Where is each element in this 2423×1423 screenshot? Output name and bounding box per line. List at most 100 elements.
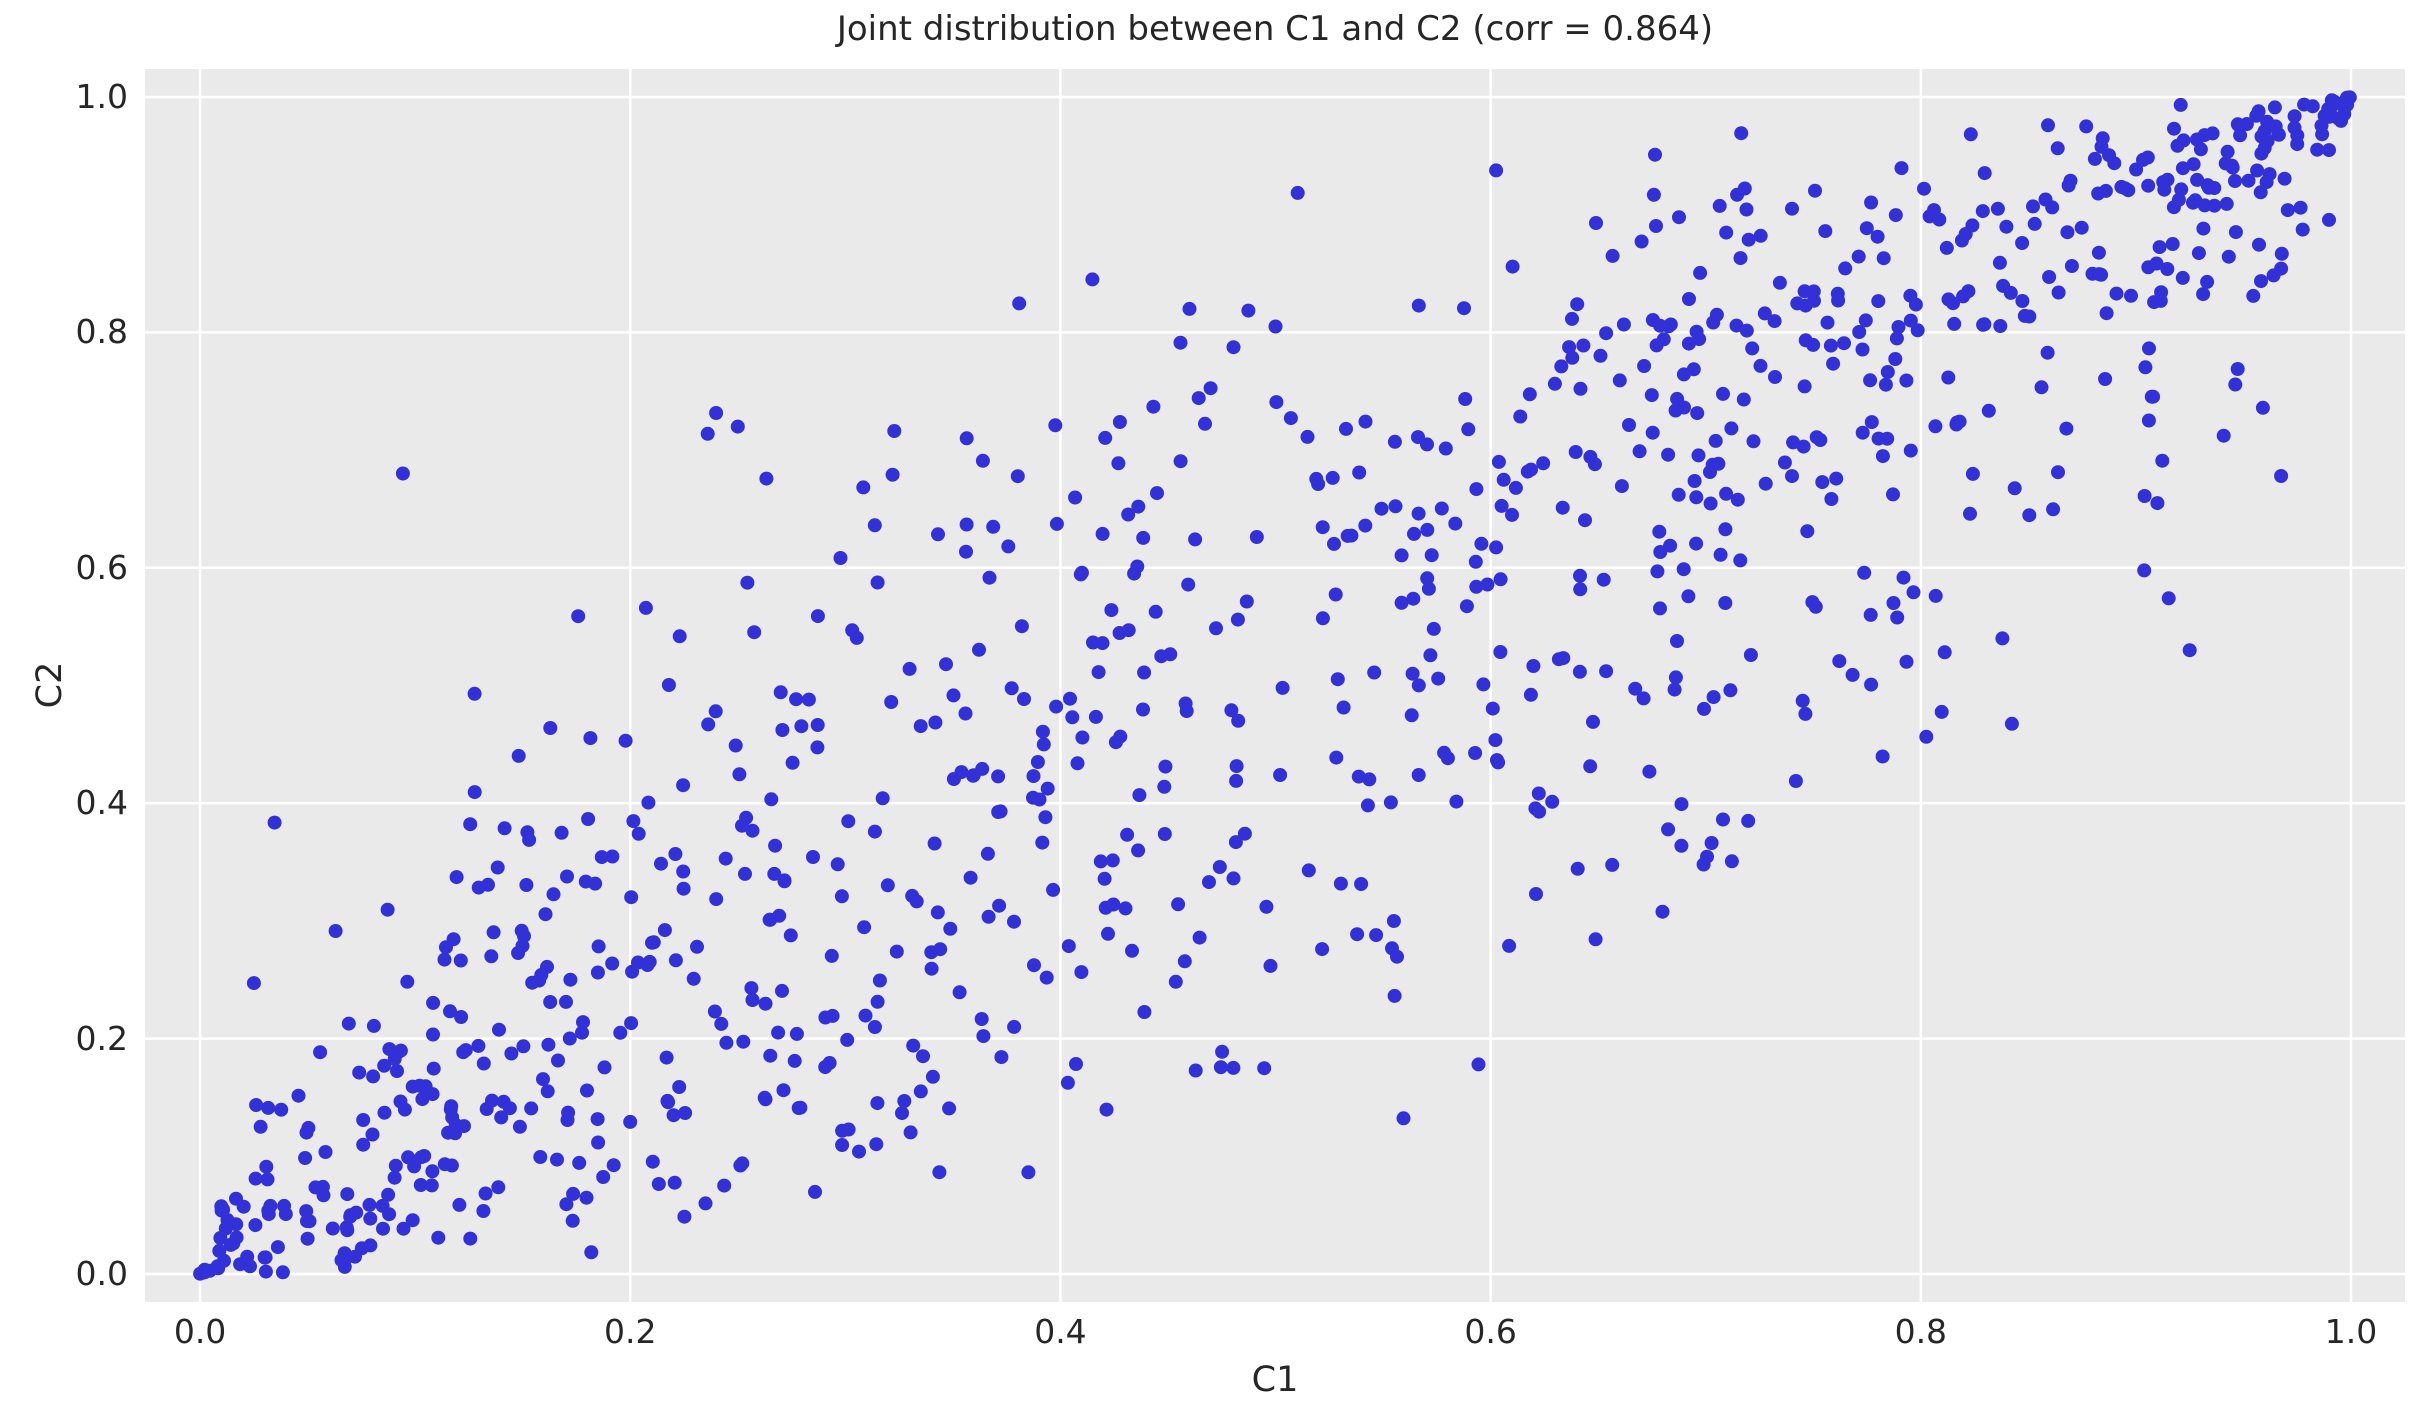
data-point [775,983,789,998]
data-point [1526,659,1541,673]
data-point [1820,315,1835,330]
data-point [810,718,825,732]
data-point [1001,539,1016,554]
data-point [541,1037,556,1052]
data-point [1491,755,1506,770]
data-point [758,996,773,1011]
data-point [1035,835,1050,850]
data-point [660,1093,675,1108]
data-point [2124,288,2138,303]
data-point [732,767,747,782]
data-point [1999,219,2014,234]
data-point [1112,415,1127,429]
data-point [313,1045,328,1060]
data-point [229,1230,244,1245]
data-point [572,1155,587,1170]
data-point [2295,222,2310,237]
data-point [2191,246,2206,261]
data-point [672,629,687,644]
data-point [2060,225,2075,240]
data-point [1656,332,1671,347]
data-point [905,888,920,903]
data-point [2287,120,2302,135]
data-point [467,785,482,800]
data-point [1026,769,1041,784]
y-tick-label: 0.2 [75,1018,128,1058]
data-point [318,1145,333,1159]
data-point [540,1084,555,1099]
data-point [1070,756,1085,771]
data-point [1226,1060,1241,1075]
data-point [1646,187,1661,202]
data-point [1350,927,1365,942]
data-point [605,849,620,864]
data-point [1259,899,1274,914]
x-tick-label: 1.0 [2324,1312,2378,1351]
data-point [624,890,639,905]
data-point [2251,104,2266,119]
data-point [1878,377,1893,392]
data-point [554,825,569,840]
data-point [1328,587,1343,602]
y-tick-label: 0.8 [75,312,128,352]
data-point [1661,447,1676,462]
data-point [511,748,526,763]
data-point [2250,163,2265,178]
data-point [1362,772,1377,787]
data-point [1919,729,1934,744]
data-point [1703,465,1717,479]
data-point [1716,812,1730,827]
data-point [2150,496,2165,511]
data-point [1888,352,1903,366]
data-point [522,832,537,847]
data-point [1411,768,1426,782]
data-point [1910,323,1925,338]
data-point [1528,801,1543,816]
data-point [1928,588,1943,603]
data-point [1158,759,1173,774]
data-point [1173,335,1188,350]
data-point [1017,692,1031,706]
data-point [259,1159,274,1174]
data-point [1852,325,1867,339]
data-point [1937,645,1952,660]
data-point [1493,572,1508,587]
data-point [1101,926,1115,941]
data-point [994,1050,1009,1065]
data-point [1706,690,1721,705]
data-point [596,1170,611,1184]
data-point [1469,579,1484,594]
data-point [1471,1057,1486,1072]
data-point [1670,634,1684,648]
data-point [1845,667,1860,682]
data-point [1729,318,1744,333]
data-point [1614,479,1629,494]
data-point [1421,581,1436,596]
data-point [1697,701,1711,716]
data-point [806,850,820,864]
data-point [2038,192,2053,207]
data-point [2190,172,2205,187]
data-point [2099,306,2114,321]
data-point [1358,518,1373,533]
data-point [1121,623,1136,638]
data-point [576,1015,590,1030]
data-point [1562,340,1577,355]
data-point [1655,904,1670,919]
data-point [300,1231,315,1246]
data-point [439,940,453,955]
data-point [818,1010,833,1025]
data-point [623,1114,638,1129]
data-point [377,1105,392,1120]
data-point [546,887,561,902]
data-point [1851,249,1866,264]
scatter-canvas [145,69,2405,1302]
data-point [1431,671,1446,686]
data-point [1468,554,1483,569]
data-point [2155,453,2170,468]
data-point [2322,143,2336,158]
data-point [1637,359,1652,373]
y-tick-label: 0.6 [75,547,128,587]
data-point [925,1069,940,1084]
data-point [441,1125,456,1140]
